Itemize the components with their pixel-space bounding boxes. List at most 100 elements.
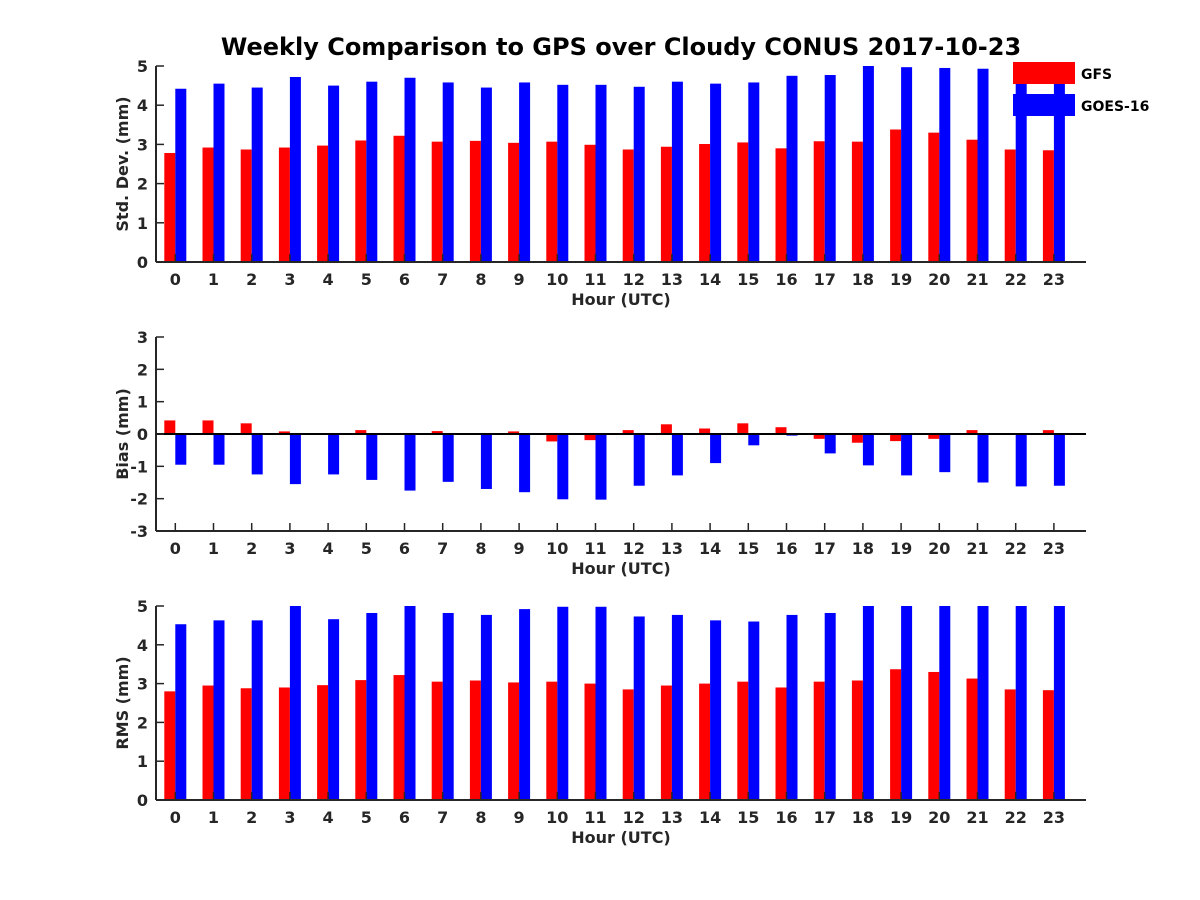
bar-goes-16-17 [824, 75, 836, 262]
y-tick-label: 3 [137, 135, 148, 154]
bar-goes-16-14 [710, 620, 722, 800]
bar-gfs-14 [699, 428, 711, 434]
bar-gfs-4 [317, 685, 329, 800]
x-tick-label: 18 [852, 808, 874, 827]
y-tick-label: -2 [130, 490, 148, 509]
legend-label: GOES-16 [1081, 99, 1149, 115]
x-tick-label: 17 [814, 539, 836, 558]
bar-gfs-18 [851, 141, 863, 262]
bar-gfs-15 [737, 423, 749, 434]
bar-goes-16-0 [175, 434, 187, 465]
y-tick-label: 5 [137, 597, 148, 616]
bar-gfs-11 [584, 434, 596, 441]
x-tick-label: 17 [814, 270, 836, 289]
x-tick-label: 10 [546, 539, 568, 558]
bar-goes-16-9 [519, 609, 531, 800]
bar-gfs-9 [508, 431, 520, 434]
x-tick-label: 23 [1043, 270, 1065, 289]
x-tick-label: 14 [699, 808, 721, 827]
x-tick-label: 23 [1043, 539, 1065, 558]
bar-gfs-17 [813, 681, 825, 800]
bar-goes-16-17 [824, 434, 836, 454]
x-tick-label: 15 [737, 808, 759, 827]
x-tick-label: 22 [1005, 270, 1027, 289]
x-tick-label: 23 [1043, 808, 1065, 827]
bar-gfs-19 [890, 434, 902, 442]
y-tick-label: 1 [137, 393, 148, 412]
x-tick-label: 7 [437, 808, 448, 827]
bar-goes-16-1 [213, 83, 225, 262]
bar-goes-16-19 [901, 606, 913, 800]
bar-goes-16-6 [404, 77, 416, 262]
y-tick-label: 5 [137, 57, 148, 76]
x-tick-label: 3 [284, 270, 295, 289]
bar-goes-16-21 [977, 606, 989, 800]
x-tick-label: 3 [284, 808, 295, 827]
bar-gfs-1 [202, 147, 214, 262]
x-tick-label: 8 [475, 808, 486, 827]
y-tick-label: 0 [137, 253, 148, 272]
x-tick-label: 2 [246, 270, 257, 289]
bar-gfs-10 [546, 141, 558, 262]
x-tick-label: 12 [623, 270, 645, 289]
bar-goes-16-17 [824, 612, 836, 800]
bar-gfs-12 [622, 149, 634, 262]
legend-label: GFS [1081, 67, 1112, 83]
bar-gfs-15 [737, 681, 749, 800]
x-tick-label: 13 [661, 270, 683, 289]
y-tick-label: -3 [130, 522, 148, 541]
bar-gfs-13 [660, 685, 672, 800]
y-tick-label: 2 [137, 175, 148, 194]
bar-gfs-17 [813, 141, 825, 262]
bar-goes-16-18 [862, 434, 874, 466]
bar-gfs-16 [775, 687, 787, 800]
y-tick-label: 1 [137, 214, 148, 233]
bar-goes-16-13 [671, 614, 683, 800]
bar-gfs-23 [1042, 690, 1054, 800]
bar-goes-16-18 [862, 606, 874, 800]
x-tick-label: 4 [323, 270, 334, 289]
x-tick-label: 21 [966, 539, 988, 558]
x-axis-label: Hour (UTC) [571, 290, 671, 309]
bar-goes-16-10 [557, 434, 569, 500]
x-tick-label: 19 [890, 270, 912, 289]
bar-goes-16-10 [557, 606, 569, 800]
bar-goes-16-9 [519, 82, 531, 262]
x-tick-label: 5 [361, 808, 372, 827]
x-tick-label: 12 [623, 539, 645, 558]
bar-gfs-13 [660, 146, 672, 262]
bar-gfs-18 [851, 680, 863, 800]
x-tick-label: 5 [361, 539, 372, 558]
bar-goes-16-18 [862, 66, 874, 262]
bar-goes-16-1 [213, 620, 225, 800]
bar-gfs-21 [966, 678, 978, 800]
bar-gfs-5 [355, 140, 367, 262]
bar-gfs-6 [393, 135, 405, 262]
bar-goes-16-20 [939, 606, 951, 800]
bar-gfs-7 [431, 681, 443, 800]
x-tick-label: 12 [623, 808, 645, 827]
x-tick-label: 21 [966, 270, 988, 289]
y-axis-label: Std. Dev. (mm) [113, 96, 132, 231]
bar-gfs-22 [1004, 149, 1016, 262]
legend: GFS GOES-16 [1013, 62, 1149, 116]
bar-goes-16-13 [671, 81, 683, 262]
bar-goes-16-0 [175, 88, 187, 262]
bar-gfs-22 [1004, 689, 1016, 800]
bars [164, 66, 1065, 262]
bar-gfs-0 [164, 420, 176, 434]
bar-goes-16-4 [328, 619, 340, 800]
x-tick-label: 8 [475, 539, 486, 558]
bar-gfs-2 [240, 688, 252, 800]
legend-swatch-gfs [1013, 62, 1075, 84]
y-tick-label: 3 [137, 675, 148, 694]
bar-goes-16-22 [1015, 606, 1027, 800]
bar-goes-16-0 [175, 624, 187, 800]
bar-gfs-20 [928, 671, 940, 800]
bar-goes-16-12 [633, 616, 645, 800]
bars [164, 606, 1065, 800]
x-tick-label: 1 [208, 808, 219, 827]
x-tick-label: 22 [1005, 539, 1027, 558]
x-tick-label: 11 [584, 270, 606, 289]
